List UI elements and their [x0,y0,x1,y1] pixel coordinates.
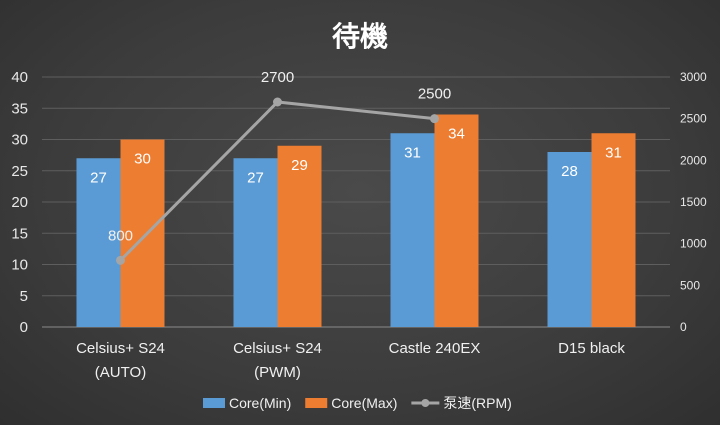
y-right-tick-label: 2000 [680,153,707,167]
chart-title: 待機 [332,20,388,53]
y-left-tick-label: 20 [11,194,28,211]
bar-data-label: 29 [291,157,308,174]
bar-data-label: 31 [404,144,421,161]
legend-label: 泵速(RPM) [443,395,511,411]
y-left-tick-label: 15 [11,225,28,242]
y-left-tick-label: 30 [11,132,28,149]
y-left-tick-label: 10 [11,257,28,274]
y-right-tick-label: 1000 [680,237,707,251]
legend-swatch [203,398,225,408]
bar-data-label: 34 [448,126,465,143]
x-category-label: Castle 240EX [389,340,481,357]
bar [233,158,278,327]
y-right-tick-label: 2500 [680,112,707,126]
bar [390,133,435,327]
legend-swatch [305,398,328,408]
rpm-point [273,97,282,107]
y-left-tick-label: 0 [20,319,28,336]
y-left-tick-label: 40 [11,69,28,86]
rpm-data-label: 2700 [261,69,294,86]
bar-data-label: 27 [247,169,264,186]
x-category-label: D15 black [558,340,625,357]
bar [547,152,592,327]
y-right-tick-label: 3000 [680,70,707,84]
bar [277,145,322,327]
legend-marker [421,399,430,407]
bar-data-label: 30 [134,151,151,168]
y-left-tick-label: 25 [11,163,28,180]
bar [434,114,479,327]
x-category-label: Celsius+ S24 [76,340,165,357]
bar-data-label: 28 [561,163,578,180]
rpm-data-label: 2500 [418,86,451,103]
bar [76,158,121,327]
bar [591,133,636,327]
legend-label: Core(Min) [229,395,291,411]
y-right-tick-label: 1500 [680,195,707,209]
bar-data-label: 27 [90,169,107,186]
bar [120,139,165,327]
x-category-label: (AUTO) [95,364,146,381]
y-left-tick-label: 5 [20,288,28,305]
rpm-data-label: 800 [108,227,133,244]
x-category-label: (PWM) [254,364,301,381]
bar-data-label: 31 [605,144,622,161]
y-right-tick-label: 500 [680,278,700,292]
rpm-point [116,255,125,265]
x-category-label: Celsius+ S24 [233,340,322,357]
y-right-tick-label: 0 [680,320,687,334]
y-left-tick-label: 35 [11,100,28,117]
legend-label: Core(Max) [331,395,397,411]
rpm-point [430,114,439,124]
